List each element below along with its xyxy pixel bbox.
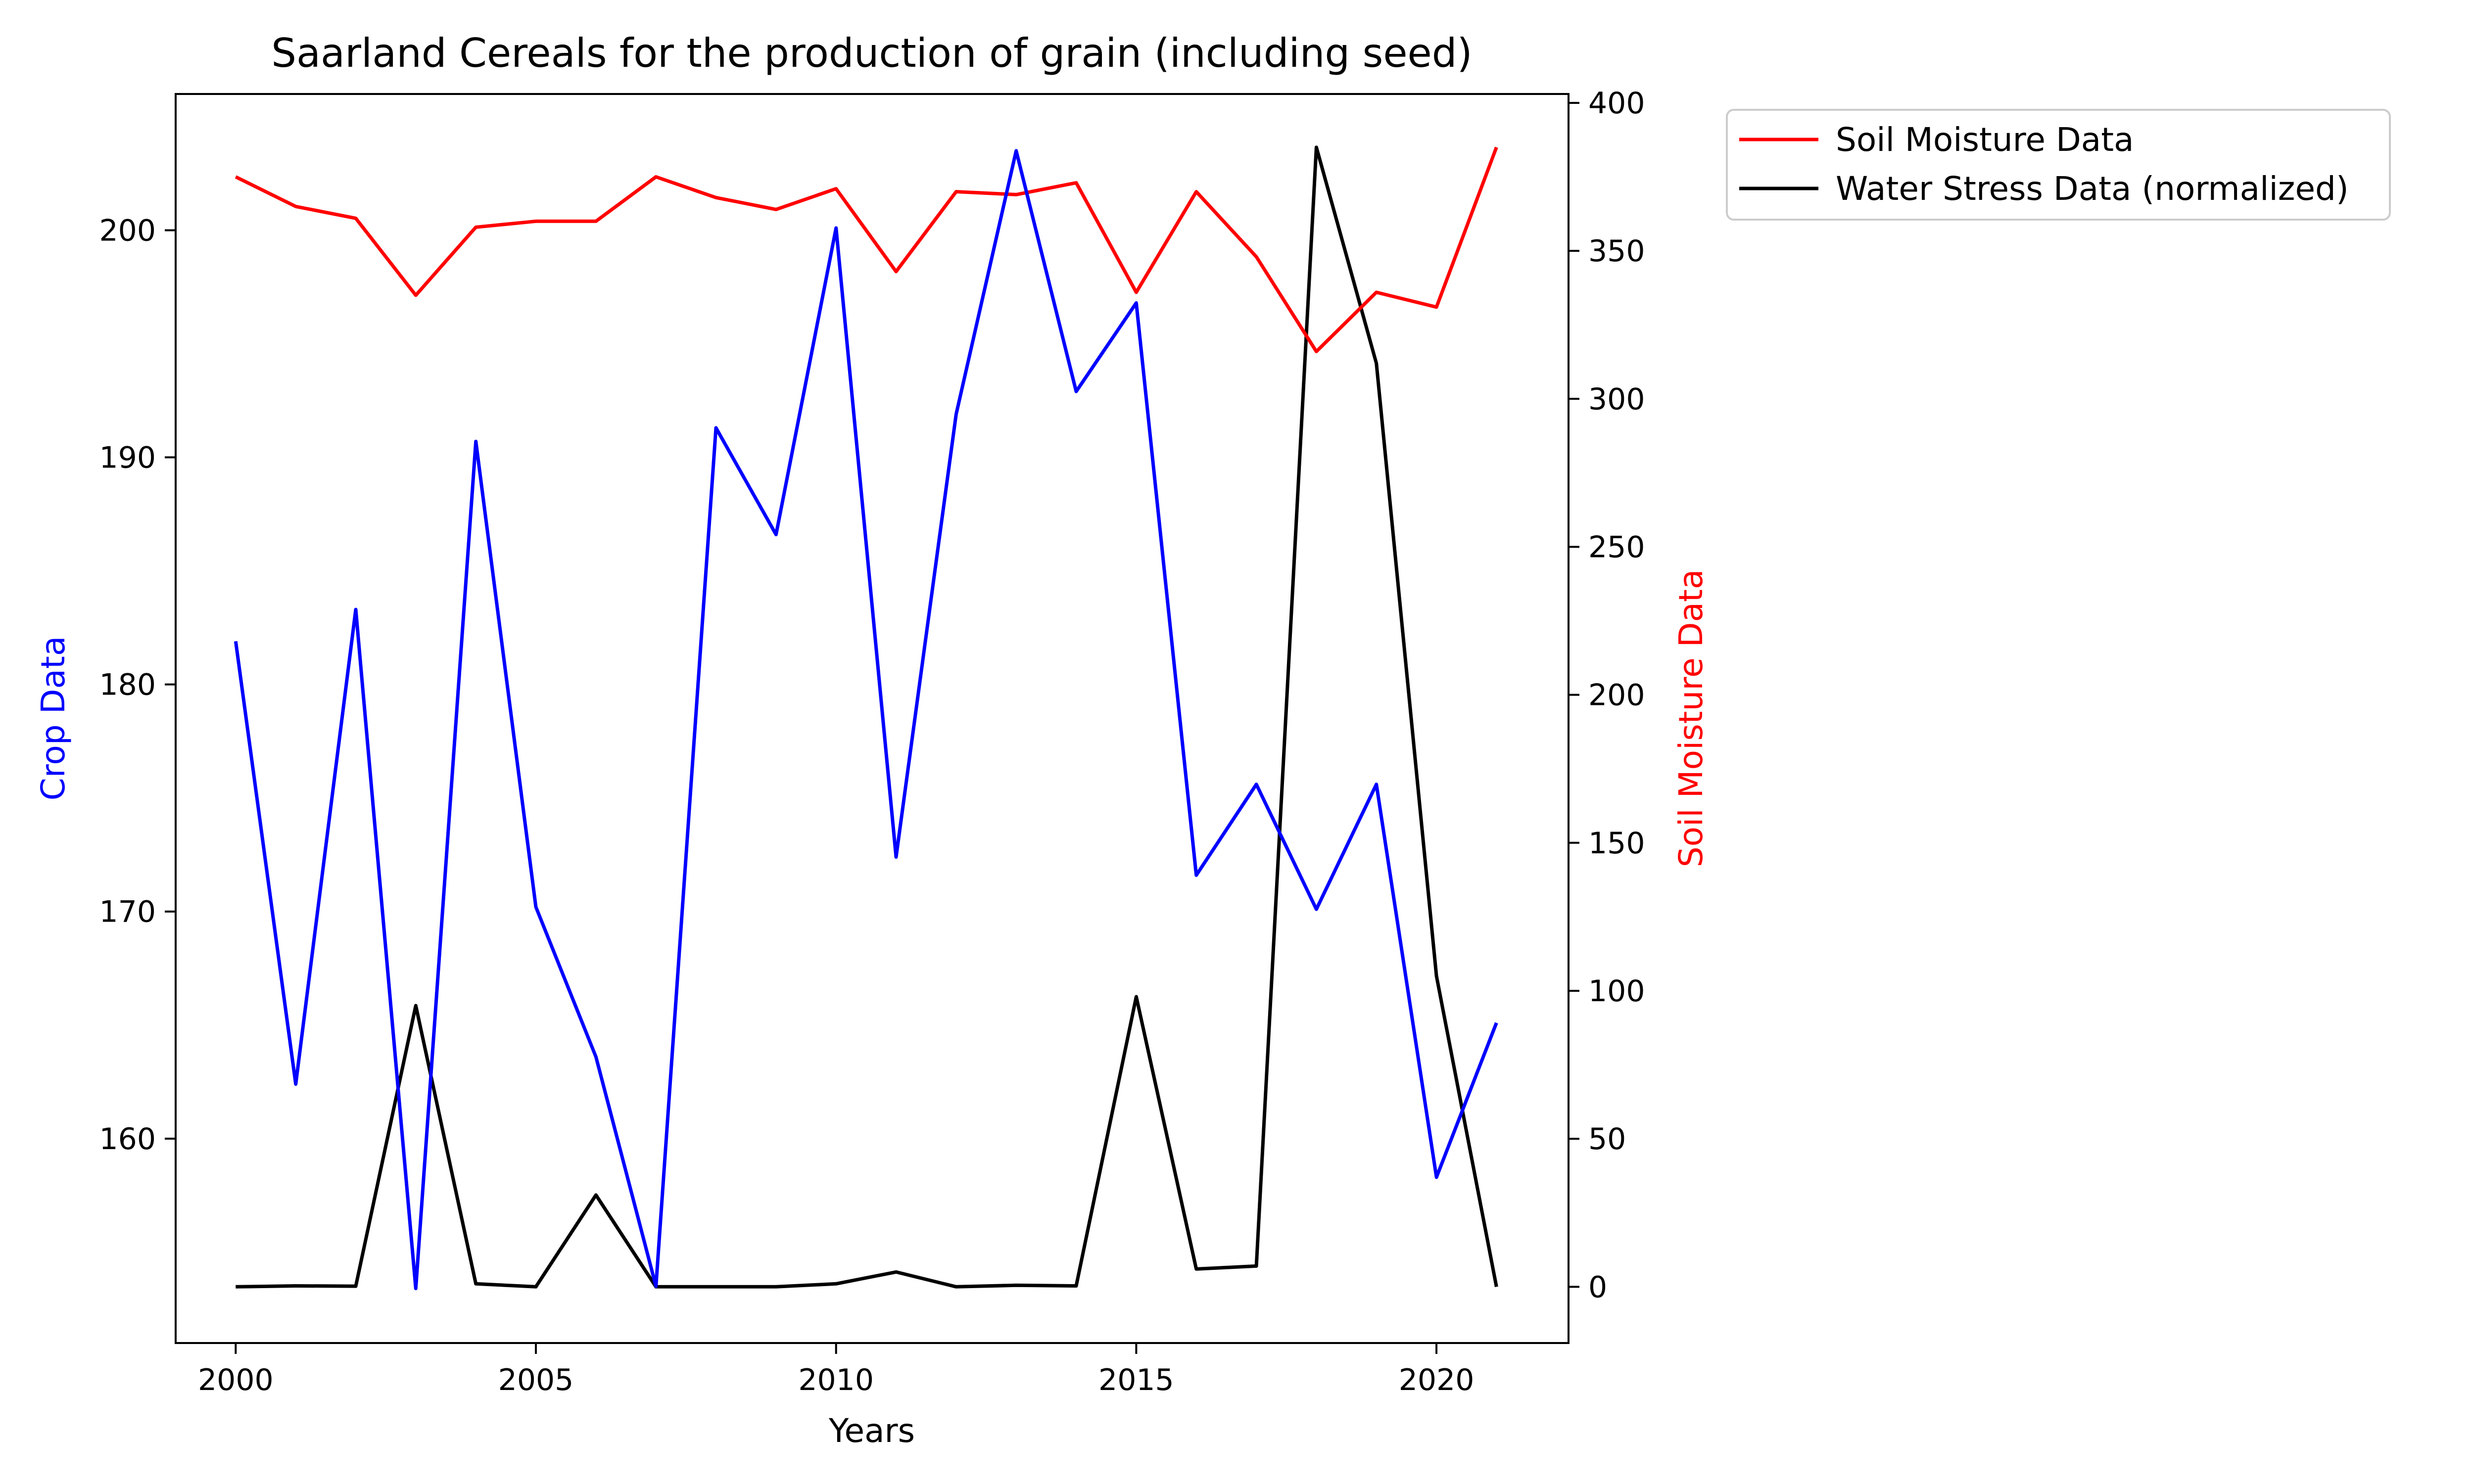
legend-label-soil-moisture: Soil Moisture Data <box>1836 121 2134 159</box>
plot-area <box>175 93 1570 1344</box>
series-line-crop-data <box>234 149 1498 1291</box>
right-y-tick-label: 150 <box>1588 826 1645 861</box>
left-y-tick-label: 160 <box>99 1122 156 1157</box>
x-tick-label: 2015 <box>1098 1363 1174 1397</box>
right-y-axis-ticks: 0 50 100 150 200 250 300 350 400 <box>1569 86 1645 1304</box>
plot-frame <box>175 93 1570 1344</box>
right-y-tick-label: 100 <box>1588 974 1645 1009</box>
right-y-tick-label: 200 <box>1588 678 1645 713</box>
series-line-soil-moisture-data <box>235 146 1498 354</box>
right-y-tick-label: 0 <box>1588 1270 1607 1304</box>
x-axis-label: Years <box>828 1412 915 1450</box>
left-y-tick-label: 190 <box>99 441 156 475</box>
legend-label-water-stress: Water Stress Data (normalized) <box>1836 170 2349 208</box>
left-y-tick-label: 170 <box>99 895 156 929</box>
left-y-axis-ticks: 160 170 180 190 200 <box>99 213 176 1157</box>
legend: Soil Moisture Data Water Stress Data (no… <box>1726 109 2391 221</box>
x-tick-label: 2005 <box>498 1363 574 1397</box>
right-y-tick-label: 400 <box>1588 86 1645 121</box>
x-tick-label: 2020 <box>1399 1363 1475 1397</box>
right-y-tick-label: 350 <box>1588 234 1645 269</box>
chart-title: Saarland Cereals for the production of g… <box>271 30 1473 76</box>
series-line-water-stress-data <box>236 145 1498 1289</box>
legend-frame <box>1726 109 2391 221</box>
left-y-tick-label: 180 <box>99 668 156 702</box>
right-y-tick-label: 250 <box>1588 530 1645 564</box>
right-y-tick-label: 50 <box>1588 1122 1626 1157</box>
right-y-axis-label: Soil Moisture Data <box>1672 569 1710 868</box>
series-layer <box>234 145 1498 1291</box>
left-y-axis-label: Crop Data <box>34 636 72 801</box>
left-y-tick-label: 200 <box>99 213 156 248</box>
x-tick-label: 2010 <box>798 1363 874 1397</box>
right-y-tick-label: 300 <box>1588 382 1645 417</box>
x-tick-label: 2000 <box>198 1363 274 1397</box>
x-axis-ticks: 2000 2005 2010 2015 2020 <box>198 1343 1474 1397</box>
